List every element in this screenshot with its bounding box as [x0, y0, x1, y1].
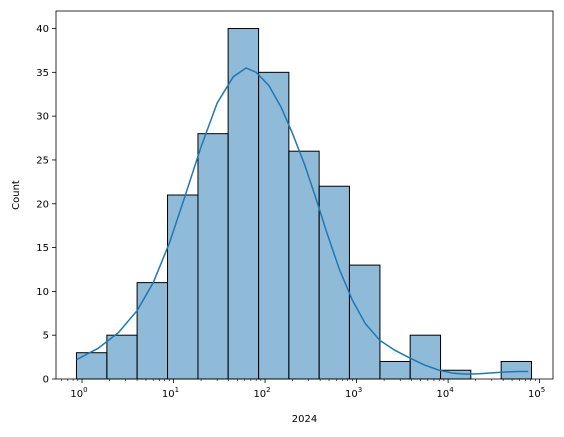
y-tick-label: 30 — [36, 112, 49, 123]
y-axis-label: Count — [11, 180, 22, 210]
histogram-bar — [136, 282, 169, 380]
histogram-bar — [227, 28, 260, 380]
y-axis: 0 5 10 15 20 25 30 35 40 — [36, 24, 56, 386]
y-tick-label: 5 — [43, 331, 49, 342]
x-tick-label: 104 — [436, 386, 454, 400]
x-tick-label: 101 — [162, 386, 179, 400]
kde-line — [76, 67, 529, 375]
plot-frame — [55, 10, 554, 380]
y-tick-label: 25 — [36, 155, 49, 166]
y-tick-label: 35 — [36, 68, 49, 79]
histogram-bar — [288, 150, 320, 380]
x-tick-label: 103 — [345, 386, 362, 400]
histogram-bar — [197, 133, 229, 380]
bars-group — [75, 28, 532, 380]
histogram-bar — [409, 334, 442, 380]
x-tick-label: 105 — [528, 386, 545, 400]
x-tick-label: 102 — [253, 386, 270, 400]
histogram-bar — [106, 334, 138, 380]
y-tick-label: 10 — [36, 287, 49, 298]
x-tick-label: 100 — [70, 386, 87, 400]
y-tick-label: 0 — [43, 375, 49, 386]
x-axis-label: 2024 — [292, 414, 317, 425]
y-tick-label: 15 — [36, 243, 49, 254]
histogram-bar — [167, 194, 199, 380]
y-tick-label: 20 — [36, 199, 49, 210]
histogram-bar — [258, 71, 290, 380]
histogram-bar — [379, 360, 411, 380]
y-tick-label: 40 — [36, 24, 49, 35]
x-axis: 100 101 102 103 104 105 — [61, 379, 545, 400]
histogram-bar — [500, 360, 532, 380]
